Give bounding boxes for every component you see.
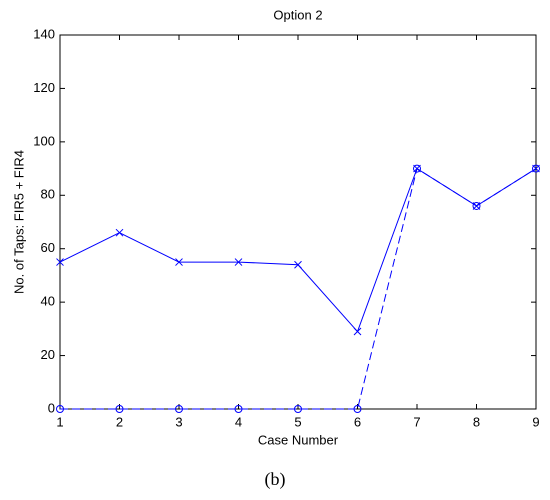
- marker: [175, 405, 183, 413]
- plot-frame: [59, 34, 537, 410]
- y-tick-label: 100: [33, 133, 55, 148]
- x-tick-label: 7: [413, 414, 420, 429]
- marker: [472, 201, 481, 210]
- marker: [532, 164, 540, 173]
- y-axis-label: No. of Taps: FIR5 + FIR4: [11, 150, 26, 294]
- x-tick-label: 3: [175, 414, 182, 429]
- marker: [353, 405, 362, 413]
- marker: [353, 327, 362, 336]
- marker: [234, 405, 243, 413]
- marker: [115, 228, 124, 237]
- x-tick-label: 2: [116, 414, 123, 429]
- marker: [234, 258, 243, 266]
- marker: [413, 164, 421, 173]
- marker: [175, 258, 183, 266]
- x-tick-label: 8: [473, 414, 480, 429]
- marker: [56, 258, 64, 266]
- marker: [115, 405, 124, 413]
- y-tick-label: 80: [41, 187, 55, 202]
- y-tick-label: 20: [41, 347, 55, 362]
- y-tick-label: 40: [41, 294, 55, 309]
- y-tick-label: 140: [33, 26, 55, 41]
- caption: (b): [265, 469, 286, 490]
- x-tick-label: 5: [294, 414, 301, 429]
- marker: [294, 405, 302, 413]
- x-tick-label: 1: [56, 414, 63, 429]
- series-line: [60, 167, 537, 410]
- x-tick-label: 4: [235, 414, 242, 429]
- x-tick-label: 9: [532, 414, 539, 429]
- series-line: [59, 167, 537, 333]
- x-tick-label: 6: [354, 414, 361, 429]
- x-axis-label: Case Number: [258, 432, 339, 447]
- y-tick-label: 0: [48, 400, 55, 415]
- marker: [56, 405, 64, 413]
- y-tick-label: 60: [41, 240, 55, 255]
- chart-title: Option 2: [273, 7, 322, 22]
- y-tick-label: 120: [33, 80, 55, 95]
- marker: [294, 260, 302, 269]
